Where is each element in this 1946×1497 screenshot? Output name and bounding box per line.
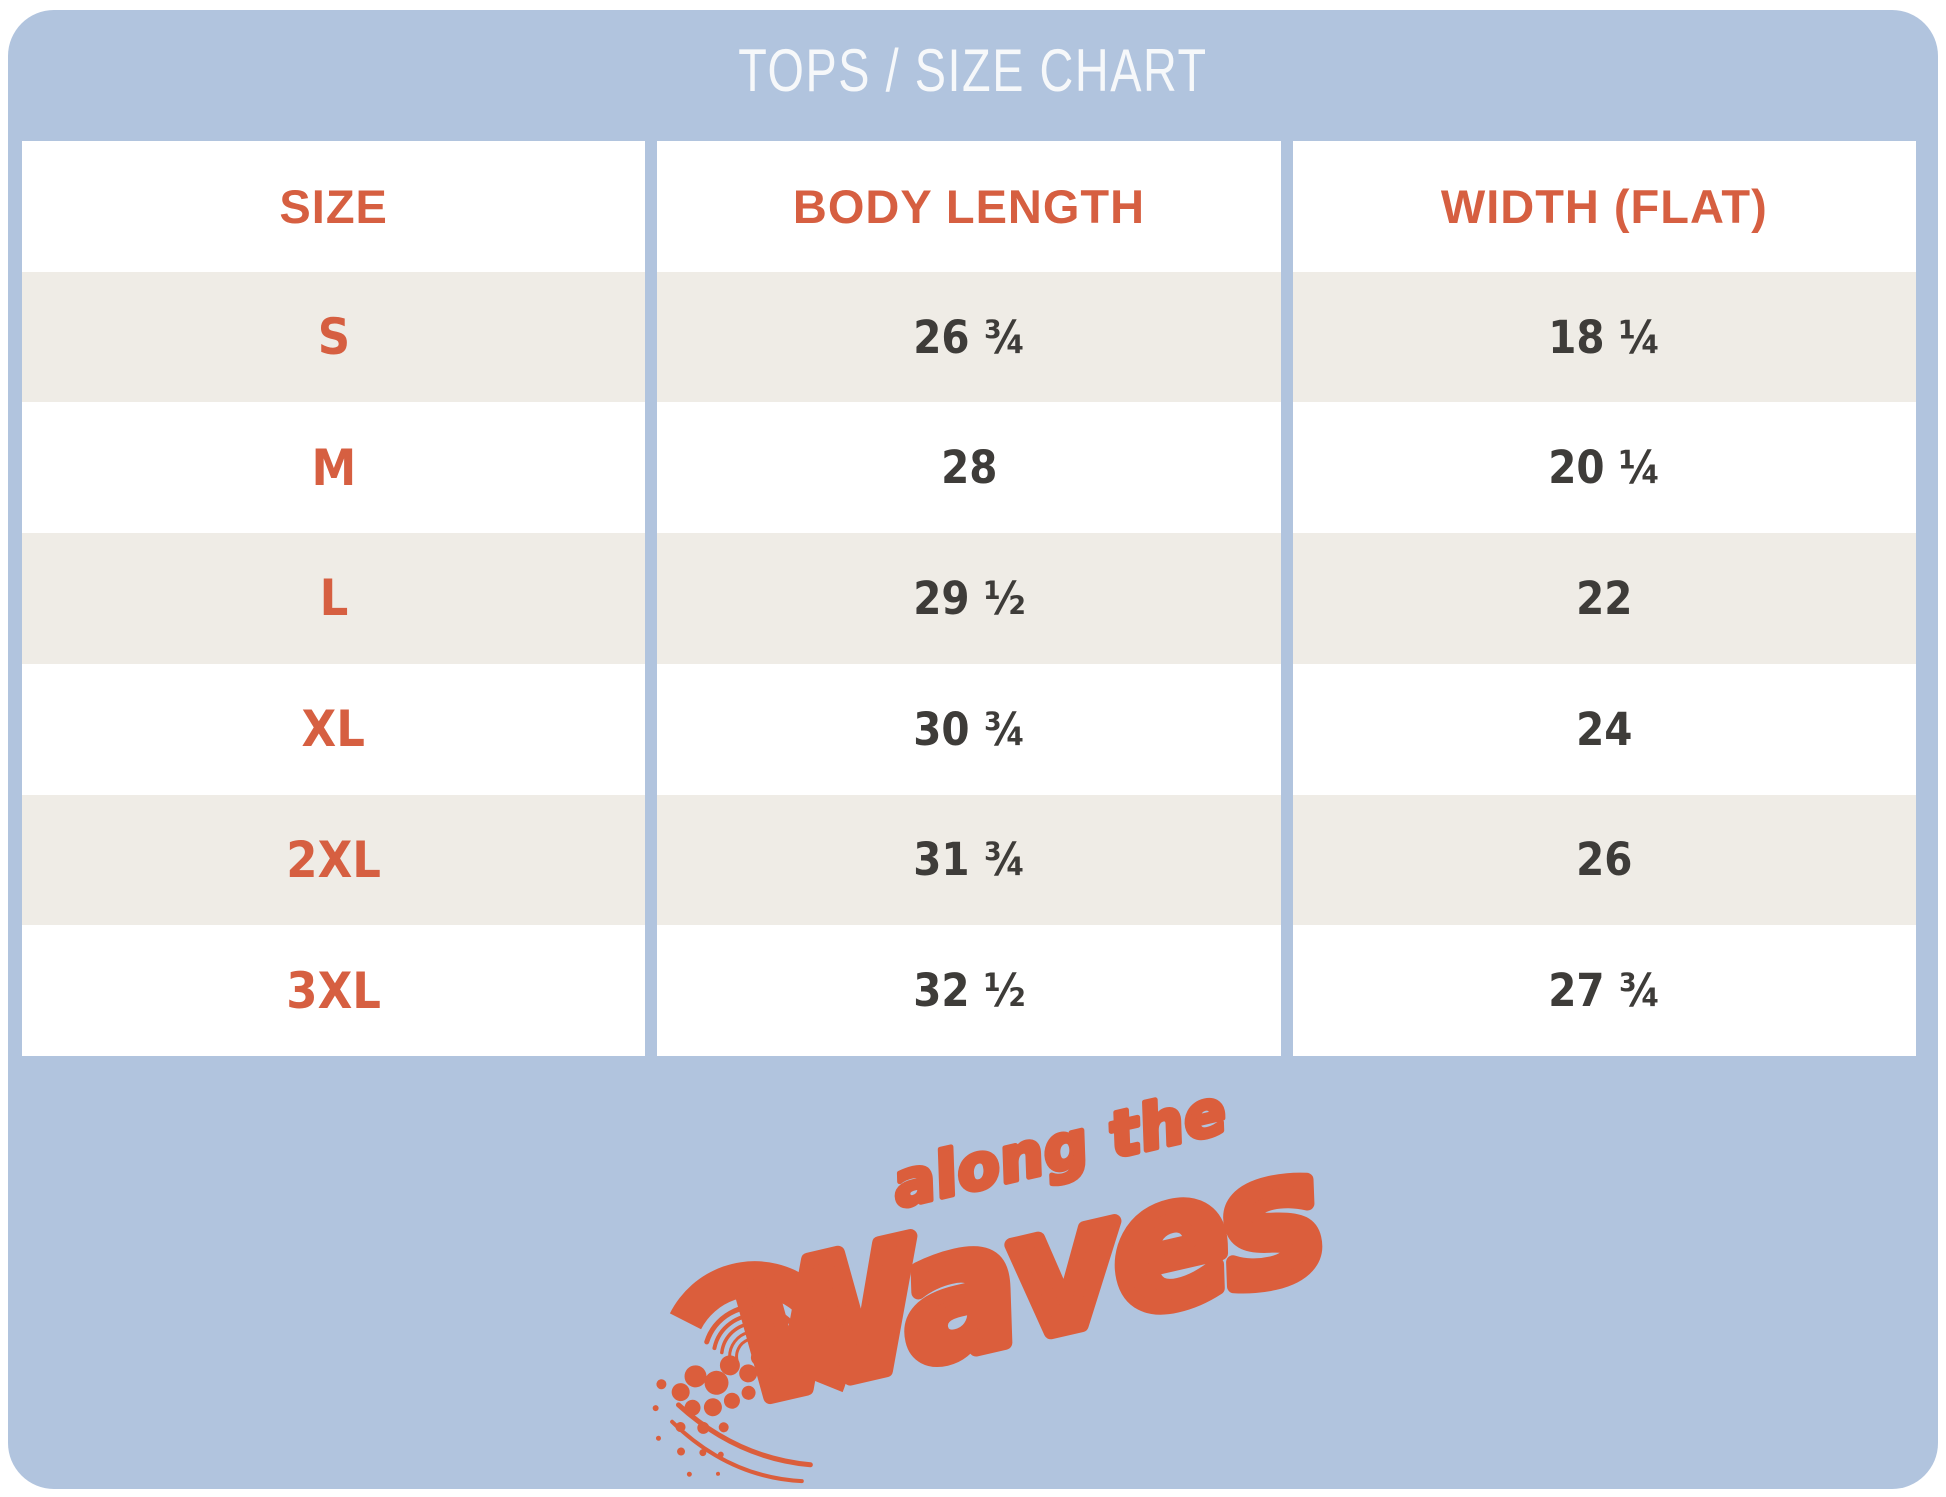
body-length-cell: 31 ¾ <box>657 794 1281 926</box>
width-flat-cell: 18 ¼ <box>1292 271 1916 403</box>
body-length-cell: 32 ½ <box>657 925 1281 1056</box>
width-flat-cell: 24 <box>1292 663 1916 795</box>
body-length-cell: 28 <box>657 402 1281 534</box>
page-title: TOPS / SIZE CHART <box>0 36 1946 105</box>
width-flat-cell: 20 ¼ <box>1292 402 1916 534</box>
body-length-cell: 30 ¾ <box>657 663 1281 795</box>
page-title-text: TOPS / SIZE CHART <box>738 37 1208 104</box>
width-flat-cell: 27 ¾ <box>1292 925 1916 1056</box>
brand-logo: along the Waves <box>652 1072 1344 1484</box>
column-header-size: SIZE <box>22 141 646 272</box>
body-length-cell: 29 ½ <box>657 533 1281 664</box>
wave-icon <box>652 1261 850 1484</box>
wave-foam <box>652 1349 767 1477</box>
width-flat-cell: 22 <box>1292 533 1916 664</box>
size-cell: M <box>22 402 646 534</box>
size-cell: 3XL <box>22 925 646 1056</box>
width-flat-cell: 26 <box>1292 794 1916 926</box>
column-header-body-length: BODY LENGTH <box>657 141 1281 272</box>
column-header-width-flat: WIDTH (FLAT) <box>1292 141 1916 272</box>
size-cell: L <box>22 533 646 664</box>
size-cell: S <box>22 271 646 403</box>
body-length-cell: 26 ¾ <box>657 271 1281 403</box>
size-table: SIZE BODY LENGTH WIDTH (FLAT) S 26 ¾ 18 … <box>22 141 1916 1056</box>
size-cell: 2XL <box>22 794 646 926</box>
size-cell: XL <box>22 663 646 795</box>
